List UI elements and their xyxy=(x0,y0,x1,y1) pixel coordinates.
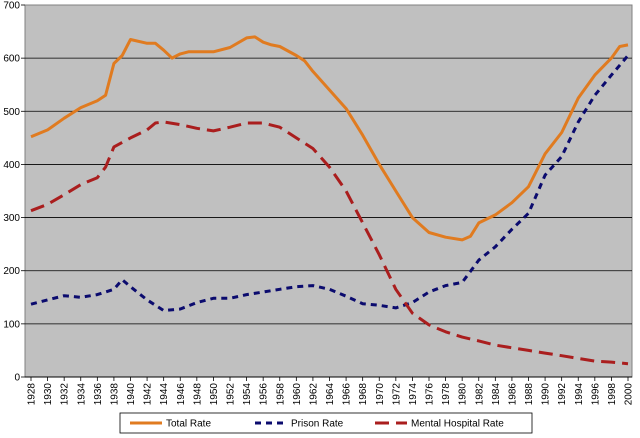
x-tick-label: 1938 xyxy=(109,383,120,406)
x-tick-label: 1952 xyxy=(226,383,237,406)
plot-area xyxy=(24,4,633,378)
x-tick-label: 1956 xyxy=(259,383,270,406)
x-tick-label: 1960 xyxy=(292,383,303,406)
x-tick-label: 1958 xyxy=(275,383,286,406)
x-tick-label: 1996 xyxy=(590,383,601,406)
x-tick-label: 1970 xyxy=(375,383,386,406)
x-tick-label: 1994 xyxy=(574,383,585,406)
x-tick-label: 1972 xyxy=(391,383,402,406)
legend: Total Rate Prison Rate Mental Hospital Rat… xyxy=(119,412,533,434)
x-tick-label: 1962 xyxy=(308,383,319,406)
y-tick-label: 700 xyxy=(3,1,20,12)
x-axis: 1928 1930 1932 1934 1936 1938 1940 1942 1944 1946… xyxy=(25,376,635,406)
gridlines xyxy=(25,57,632,325)
x-tick-label: 1990 xyxy=(541,383,552,406)
x-tick-label: 2000 xyxy=(624,383,635,406)
y-tick-label: 500 xyxy=(3,107,20,118)
y-tick-label: 100 xyxy=(3,319,20,330)
series-line-prison-rate xyxy=(30,54,630,313)
x-tick-label: 1966 xyxy=(342,383,353,406)
x-tick-label: 1946 xyxy=(176,383,187,406)
x-tick-label: 1944 xyxy=(159,383,170,406)
legend-box xyxy=(119,412,533,434)
y-tick-label: 600 xyxy=(3,54,20,65)
x-tick-label: 1984 xyxy=(491,383,502,406)
x-tick-label: 1980 xyxy=(458,383,469,406)
series-lines xyxy=(30,35,630,366)
x-tick-label: 1936 xyxy=(93,383,104,406)
x-tick-label: 1954 xyxy=(242,383,253,406)
y-tick-label: 400 xyxy=(3,160,20,171)
series-line-mental-hospital-rate xyxy=(30,120,629,366)
y-tick-label: 200 xyxy=(3,266,20,277)
x-tick-label: 1932 xyxy=(60,383,71,406)
x-tick-label: 1976 xyxy=(425,383,436,406)
y-tick-label: 300 xyxy=(3,213,20,224)
x-tick-label: 1998 xyxy=(607,383,618,406)
x-tick-label: 1974 xyxy=(408,383,419,406)
legend-label: Prison Rate xyxy=(291,419,344,430)
x-tick-label: 1964 xyxy=(325,383,336,406)
x-tick-label: 1988 xyxy=(524,383,535,406)
x-tick-label: 1986 xyxy=(507,383,518,406)
x-tick-label: 1950 xyxy=(209,383,220,406)
x-tick-label: 1982 xyxy=(474,383,485,406)
legend-label: Mental Hospital Rate xyxy=(411,419,504,430)
x-tick-label: 1940 xyxy=(126,383,137,406)
x-tick-label: 1942 xyxy=(143,383,154,406)
x-tick-label: 1968 xyxy=(358,383,369,406)
y-tick-label: 0 xyxy=(14,373,20,384)
x-tick-label: 1978 xyxy=(441,383,452,406)
x-tick-label: 1934 xyxy=(76,383,87,406)
x-tick-label: 1992 xyxy=(557,383,568,406)
legend-label: Total Rate xyxy=(166,419,211,430)
series-line-total-rate xyxy=(30,35,629,242)
x-tick-label: 1948 xyxy=(192,383,203,406)
y-axis: 0 100 200 300 400 500 600 700 xyxy=(3,1,25,384)
x-tick-label: 1930 xyxy=(43,383,54,406)
x-tick-label: 1928 xyxy=(27,383,38,406)
